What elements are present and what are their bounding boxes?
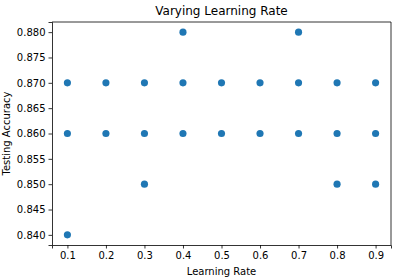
tick-mark — [222, 245, 223, 249]
point — [295, 29, 302, 36]
tick-label: 0.9 — [368, 250, 384, 261]
tick: 0.4 — [176, 245, 192, 261]
frame-top — [52, 22, 391, 23]
tick-label: 0.840 — [17, 230, 46, 241]
tick-label: 0.1 — [60, 250, 76, 261]
point — [256, 130, 263, 137]
tick: 0.840 — [17, 230, 52, 241]
tick-mark — [49, 210, 53, 211]
tick-mark — [49, 159, 53, 160]
tick: 0.5 — [214, 245, 230, 261]
tick-mark — [376, 245, 377, 249]
title: Varying Learning Rate — [155, 4, 287, 18]
tick-label: 0.865 — [17, 103, 46, 114]
tick-label: 0.8 — [330, 250, 346, 261]
frame-right — [391, 22, 392, 245]
tick: 0.875 — [17, 52, 52, 63]
tick-mark — [260, 245, 261, 249]
point — [64, 79, 71, 86]
tick: 0.6 — [253, 245, 269, 261]
tick: 0.9 — [368, 245, 384, 261]
tick-mark — [183, 245, 184, 249]
tick: 0.850 — [17, 179, 52, 190]
tick-mark — [49, 184, 53, 185]
tick-label: 0.870 — [17, 78, 46, 89]
tick-label: 0.855 — [17, 154, 46, 165]
y-axis-label: Testing Accuracy — [1, 91, 12, 176]
tick-label: 0.2 — [98, 250, 114, 261]
tick: 0.8 — [330, 245, 346, 261]
tick-mark — [144, 245, 145, 249]
tick-label: 0.850 — [17, 179, 46, 190]
tick-mark — [49, 108, 53, 109]
tick-label: 0.875 — [17, 52, 46, 63]
tick-mark — [49, 83, 53, 84]
axis-line — [49, 23, 53, 246]
tick: 0.860 — [17, 128, 52, 139]
tick-mark — [106, 245, 107, 249]
tick: 0.865 — [17, 103, 52, 114]
tick: 0.855 — [17, 154, 52, 165]
point — [179, 29, 186, 36]
y-axis: 0.840 0.845 0.850 0.855 0.860 0.865 0.870 0.875… — [17, 23, 53, 246]
tick: 0.845 — [17, 204, 52, 215]
tick-label: 0.5 — [214, 250, 230, 261]
point — [141, 181, 148, 188]
point — [295, 130, 302, 137]
point — [179, 130, 186, 137]
tick-mark — [49, 32, 53, 33]
tick-mark — [49, 235, 53, 236]
point — [372, 79, 379, 86]
tick-label: 0.845 — [17, 204, 46, 215]
plot-area: 0.10.20.30.40.50.60.70.80.90.8400.8450.8… — [17, 22, 392, 261]
tick: 0.870 — [17, 78, 52, 89]
point — [372, 130, 379, 137]
point — [102, 130, 109, 137]
tick: 0.880 — [17, 27, 52, 38]
point — [179, 79, 186, 86]
point — [141, 130, 148, 137]
tick: 0.3 — [137, 245, 153, 261]
tick-mark — [67, 245, 68, 249]
point — [372, 181, 379, 188]
tick: 0.1 — [60, 245, 76, 261]
point — [334, 130, 341, 137]
point — [334, 181, 341, 188]
tick-label: 0.3 — [137, 250, 153, 261]
tick-label: 0.880 — [17, 27, 46, 38]
tick-label: 0.860 — [17, 128, 46, 139]
tick: 0.7 — [291, 245, 307, 261]
point — [141, 79, 148, 86]
point — [102, 79, 109, 86]
point — [334, 79, 341, 86]
tick-mark — [49, 134, 53, 135]
tick-label: 0.4 — [176, 250, 192, 261]
tick-label: 0.6 — [253, 250, 269, 261]
point — [256, 79, 263, 86]
tick-mark — [49, 57, 53, 58]
tick-label: 0.7 — [291, 250, 307, 261]
point — [64, 130, 71, 137]
point — [295, 79, 302, 86]
x-axis: 0.1 0.2 0.3 0.4 0.5 0.6 0.7 0.8 0.9 — [53, 245, 392, 261]
tick-mark — [337, 245, 338, 249]
point — [218, 79, 225, 86]
axis-line — [53, 246, 392, 249]
points — [64, 29, 379, 239]
point — [64, 231, 71, 238]
tick: 0.2 — [98, 245, 114, 261]
point — [218, 130, 225, 137]
chart: 0.10.20.30.40.50.60.70.80.90.8400.8450.8… — [0, 0, 398, 278]
x-axis-label: Learning Rate — [187, 266, 257, 277]
tick-mark — [299, 245, 300, 249]
